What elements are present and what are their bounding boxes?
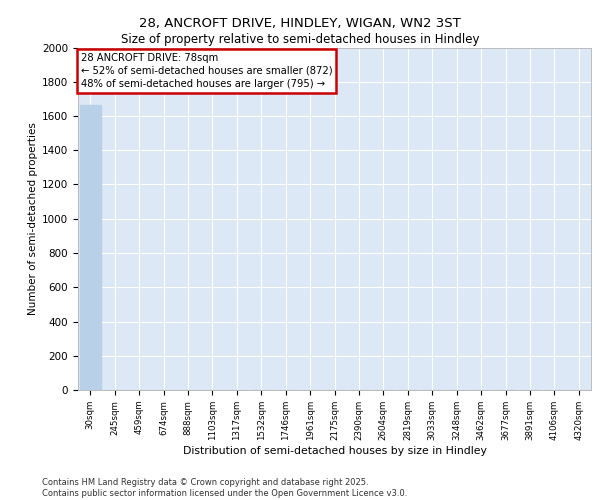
Text: Size of property relative to semi-detached houses in Hindley: Size of property relative to semi-detach…	[121, 32, 479, 46]
Text: Contains HM Land Registry data © Crown copyright and database right 2025.
Contai: Contains HM Land Registry data © Crown c…	[42, 478, 407, 498]
Text: 28, ANCROFT DRIVE, HINDLEY, WIGAN, WN2 3ST: 28, ANCROFT DRIVE, HINDLEY, WIGAN, WN2 3…	[139, 18, 461, 30]
Text: 28 ANCROFT DRIVE: 78sqm
← 52% of semi-detached houses are smaller (872)
48% of s: 28 ANCROFT DRIVE: 78sqm ← 52% of semi-de…	[80, 52, 332, 89]
Y-axis label: Number of semi-detached properties: Number of semi-detached properties	[28, 122, 38, 315]
Bar	[80, 104, 101, 390]
X-axis label: Distribution of semi-detached houses by size in Hindley: Distribution of semi-detached houses by …	[182, 446, 487, 456]
